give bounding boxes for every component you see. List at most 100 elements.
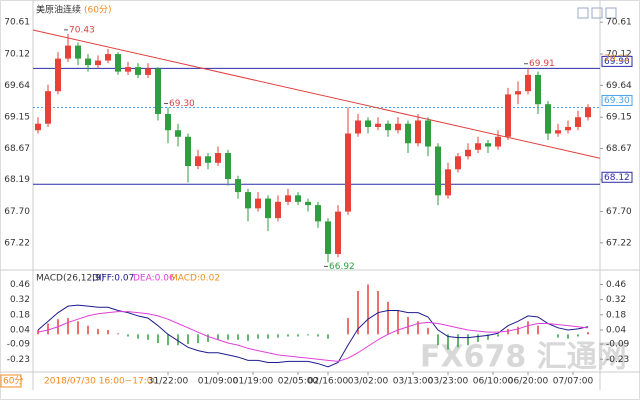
y-tick-label: -0.09 [606, 340, 630, 350]
candle-body [285, 195, 291, 202]
candle-body [115, 54, 121, 72]
y-tick-label: -0.09 [7, 340, 31, 350]
candle-body [535, 74, 541, 105]
macd-title: MACD(26,12,9) [36, 274, 104, 284]
diff-legend: DIFF:0.07 [92, 274, 134, 284]
h-line-tag-box [601, 94, 633, 106]
candle-body [375, 123, 381, 127]
candle-body [475, 143, 481, 150]
y-tick-label: 0.04 [606, 326, 626, 336]
y-tick-label: 0.46 [606, 280, 626, 290]
x-tick-label: 06/20:00 [508, 377, 549, 387]
candle-body [155, 68, 161, 114]
y-tick-label: 0.32 [606, 295, 626, 305]
x-tick-label: 02/16:00 [308, 377, 349, 387]
candle-body [175, 130, 181, 137]
y-tick-label: 69.64 [4, 81, 30, 91]
period: (60分) [84, 5, 111, 16]
candle-body [225, 153, 231, 180]
candle-body [65, 45, 71, 59]
watermark: FX678 汇通网 [420, 340, 627, 375]
icon-button[interactable] [605, 7, 617, 19]
candle-body [145, 68, 151, 75]
candle-body [355, 120, 361, 134]
candle-body [265, 198, 271, 219]
y-tick-label: 70.12 [606, 50, 632, 60]
period-badge-box[interactable] [0, 374, 22, 388]
candle-body [515, 91, 521, 95]
candle-body [445, 169, 451, 196]
candle-body [95, 60, 101, 66]
macd-legend: MACD:0.02 [170, 274, 220, 284]
x-tick-label: 03/23:00 [428, 377, 469, 387]
y-tick-label: 70.61 [606, 18, 632, 28]
candle-body [205, 156, 211, 163]
h-line-tag-box [601, 55, 633, 67]
candle-body [505, 94, 511, 137]
candle-body [245, 192, 251, 209]
candle-body [395, 123, 401, 131]
candle-body [305, 201, 311, 206]
y-tick-label: 0.46 [10, 280, 30, 290]
extreme-label: 66.92 [329, 262, 355, 272]
y-tick-label: 68.67 [4, 144, 30, 154]
candle-body [235, 179, 241, 193]
title: 美原油连续 [36, 4, 81, 16]
dea-legend: DEA:0.06 [133, 274, 175, 284]
h-line-tag: 69.30 [604, 96, 630, 106]
x-tick-label: 03/13:00 [393, 377, 434, 387]
y-tick-label: 69.15 [606, 113, 632, 123]
candle-body [165, 113, 171, 131]
x-tick-label: 03/02:00 [348, 377, 389, 387]
extreme-label: 70.43 [69, 25, 95, 35]
candle-body [105, 54, 111, 61]
price-tag: 70.11 [604, 54, 630, 64]
candle-body [75, 45, 81, 59]
candle-body [415, 120, 421, 144]
candle-body [185, 136, 191, 167]
h-line-tag-box [601, 171, 633, 183]
y-tick-label: 68.19 [4, 175, 30, 185]
x-tick-label: 07/07:00 [553, 377, 594, 387]
y-tick-label: -0.23 [7, 355, 30, 365]
candle-body [525, 74, 531, 92]
candle-body [485, 143, 491, 147]
candle-body [325, 221, 331, 254]
y-tick-label: 67.22 [4, 238, 30, 248]
candle-body [435, 146, 441, 196]
cursor-label: 2018/07/30 16:00~17:00 [44, 377, 158, 387]
candle-body [315, 205, 321, 222]
candle-body [365, 120, 371, 127]
period-badge[interactable]: 60分 [3, 376, 23, 387]
h-line-tag: 69.90 [604, 57, 630, 67]
candle-body [405, 123, 411, 144]
y-tick-label: 0.04 [10, 326, 30, 336]
y-tick-label: 0.18 [606, 310, 626, 320]
y-tick-label: 68.67 [606, 144, 632, 154]
x-tick-label: 31/22:00 [148, 377, 189, 387]
candle-body [545, 104, 551, 134]
y-tick-label: 69.15 [4, 113, 30, 123]
candle-body [195, 156, 201, 167]
candle-body [45, 91, 51, 124]
y-tick-label: 0.32 [10, 295, 30, 305]
y-tick-label: 67.70 [606, 207, 632, 217]
x-tick-label: 06/10:00 [473, 377, 514, 387]
y-tick-label: 0.18 [10, 310, 30, 320]
candle-body [125, 67, 131, 72]
candle-body [385, 123, 391, 131]
icon-button[interactable] [591, 7, 603, 19]
x-tick-label: 01/19:00 [233, 377, 274, 387]
trend-line [32, 29, 601, 159]
candle-body [425, 120, 431, 147]
x-tick-label: 01/09:00 [198, 377, 239, 387]
y-tick-label: 70.12 [4, 50, 30, 60]
candle-body [345, 133, 351, 212]
icon-button[interactable] [577, 7, 589, 19]
candle-body [575, 117, 581, 127]
candle-body [455, 156, 461, 170]
candle-body [585, 107, 591, 118]
candle-body [495, 136, 501, 147]
candle-body [35, 123, 41, 131]
